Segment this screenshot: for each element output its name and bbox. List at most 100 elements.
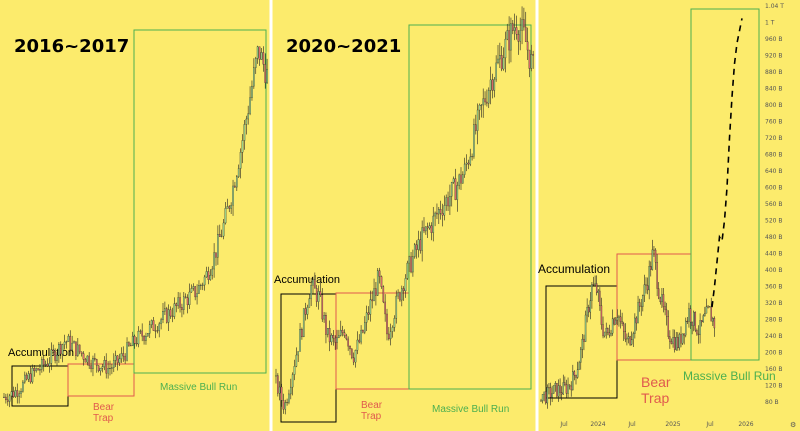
accumulation-label: Accumulation: [8, 347, 74, 359]
candle-body: [33, 367, 36, 372]
y-tick-label: 680 B: [765, 152, 782, 159]
candle-body: [14, 390, 17, 397]
y-tick-label: 280 B: [765, 317, 782, 324]
candle-body: [278, 386, 281, 394]
candle-body: [232, 185, 234, 206]
candle-body: [467, 162, 470, 165]
candle-body: [325, 315, 327, 335]
candle-body: [645, 284, 647, 286]
candle-body: [694, 311, 697, 331]
x-tick-label: 2025: [665, 421, 680, 428]
candle-body: [253, 67, 255, 87]
candle-body: [588, 307, 590, 313]
candle-body: [330, 335, 333, 343]
candle-body: [634, 317, 636, 334]
candle-body: [152, 320, 155, 331]
bull-run-label: Massive Bull Run: [432, 404, 509, 415]
candle-body: [120, 353, 123, 360]
candle-body: [71, 342, 73, 351]
candle-body: [388, 333, 390, 340]
candle-body: [10, 391, 13, 397]
candle-body: [148, 324, 151, 334]
candle-body: [241, 140, 244, 153]
candle-body: [447, 197, 449, 207]
candle-body: [167, 309, 170, 323]
y-tick-label: 440 B: [765, 251, 782, 258]
candle-body: [343, 332, 346, 336]
accumulation-label: Accumulation: [538, 262, 610, 276]
candle-body: [624, 331, 627, 340]
candle-body: [25, 374, 28, 380]
candle-body: [48, 363, 51, 367]
candle-body: [548, 387, 550, 389]
candle-body: [637, 302, 639, 324]
candle-body: [243, 124, 246, 141]
candle-body: [190, 288, 193, 293]
candle-body: [438, 209, 440, 215]
candle-body: [61, 344, 64, 355]
candle-body: [648, 266, 650, 291]
candle-body: [198, 285, 200, 294]
candle-body: [306, 307, 309, 315]
candle-body: [24, 374, 26, 383]
candle-body: [397, 292, 399, 297]
candle-body: [262, 52, 265, 65]
candle-body: [583, 338, 585, 342]
candle-body: [638, 302, 641, 307]
candle-body: [591, 284, 593, 301]
candle-body: [286, 402, 288, 404]
candle-body: [251, 85, 253, 98]
x-axis: Jul 2024 Jul 2025 Jul 2026: [559, 421, 753, 428]
candle-body: [673, 337, 676, 350]
candle-body: [177, 297, 179, 307]
candle-body: [165, 308, 168, 323]
candle-body: [6, 399, 9, 402]
candle-body: [256, 46, 259, 59]
candle-body: [50, 349, 53, 364]
candle-body: [364, 322, 366, 333]
y-tick-label: 160 B: [765, 366, 782, 373]
candle-body: [205, 271, 208, 278]
candle-body: [621, 321, 623, 324]
candle-body: [497, 58, 499, 64]
settings-icon[interactable]: ⚙: [790, 421, 796, 429]
candle-body: [672, 337, 674, 344]
candle-body: [124, 355, 126, 361]
candle-body: [297, 351, 299, 356]
candle-body: [506, 30, 509, 40]
panel-current-cycle: Accumulation Bear Trap Massive Bull Run …: [538, 3, 796, 429]
candle-body: [230, 204, 232, 209]
candle-body: [675, 337, 677, 350]
candle-body: [111, 367, 113, 369]
candle-body: [365, 312, 368, 323]
candle-body: [393, 318, 396, 328]
candle-body: [328, 328, 331, 343]
candle-body: [135, 343, 138, 345]
candle-body: [73, 341, 75, 344]
candle-body: [147, 333, 149, 337]
candle-body: [299, 329, 301, 352]
bear-trap-label-2: Trap: [641, 390, 669, 406]
candle-body: [426, 226, 429, 229]
candle-body: [20, 391, 22, 394]
candle-body: [209, 275, 212, 280]
candle-body: [603, 331, 606, 337]
candle-body: [130, 345, 132, 347]
candle-body: [565, 384, 568, 394]
candle-body: [382, 286, 385, 303]
candle-body: [92, 358, 94, 369]
candle-body: [613, 318, 615, 325]
candle-body: [543, 391, 545, 395]
candle-body: [521, 19, 523, 31]
candle-body: [686, 320, 689, 322]
candle-body: [203, 276, 206, 286]
accumulation-label: Accumulation: [274, 274, 340, 286]
x-tick-label: 2024: [590, 421, 605, 428]
candle-body: [323, 315, 325, 320]
candle-body: [22, 381, 24, 392]
candle-body: [354, 350, 357, 363]
candle-body: [5, 396, 7, 401]
candle-body: [618, 316, 620, 318]
candle-body: [139, 330, 142, 332]
bear-trap-label-1: Bear: [93, 402, 115, 413]
